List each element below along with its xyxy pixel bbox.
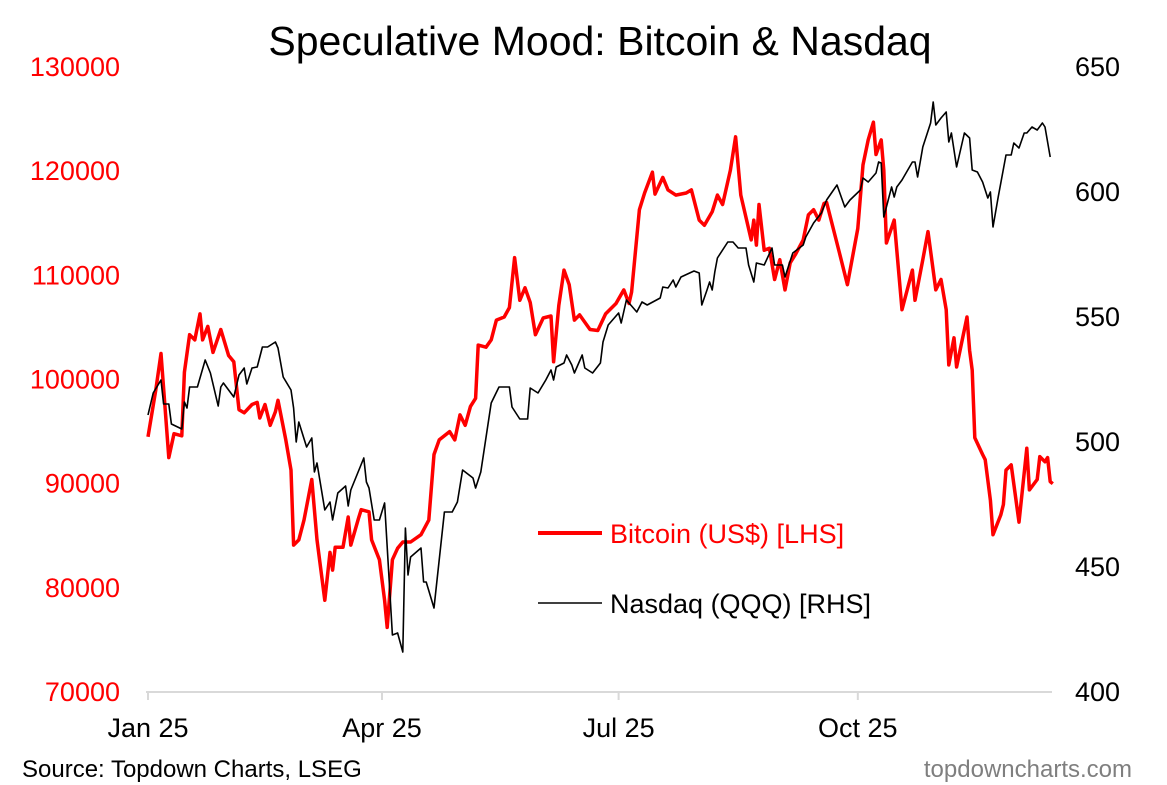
watermark: topdowncharts.com [924, 756, 1132, 783]
x-tick-label: Jul 25 [583, 713, 655, 743]
legend-label-nasdaq: Nasdaq (QQQ) [RHS] [610, 589, 871, 619]
chart-title: Speculative Mood: Bitcoin & Nasdaq [268, 18, 931, 64]
legend: Bitcoin (US$) [LHS] Nasdaq (QQQ) [RHS] [538, 519, 871, 619]
bitcoin-series-line [146, 120, 1054, 630]
left-tick-label: 90000 [45, 469, 120, 499]
nasdaq-series-line [147, 101, 1051, 653]
left-axis: 70000 80000 90000 100000 110000 120000 130000 [30, 52, 120, 707]
legend-label-bitcoin: Bitcoin (US$) [LHS] [610, 519, 844, 549]
right-tick-label: 400 [1075, 677, 1120, 707]
left-tick-label: 120000 [30, 156, 120, 186]
left-tick-label: 110000 [32, 260, 120, 290]
x-axis: Jan 25 Apr 25 Jul 25 Oct 25 [107, 692, 898, 743]
x-tick-label: Oct 25 [818, 713, 898, 743]
right-tick-label: 600 [1075, 177, 1120, 207]
left-tick-label: 130000 [30, 52, 120, 82]
x-tick-label: Apr 25 [342, 713, 422, 743]
plot-area [146, 101, 1054, 653]
right-tick-label: 450 [1075, 552, 1120, 582]
right-tick-label: 500 [1075, 427, 1120, 457]
source-note: Source: Topdown Charts, LSEG [22, 756, 362, 783]
right-axis: 400 450 500 550 600 650 [1075, 52, 1120, 707]
right-tick-label: 650 [1075, 52, 1120, 82]
left-tick-label: 100000 [30, 365, 120, 395]
right-tick-label: 550 [1075, 302, 1120, 332]
left-tick-label: 80000 [45, 573, 120, 603]
x-tick-label: Jan 25 [107, 713, 188, 743]
left-tick-label: 70000 [45, 677, 120, 707]
